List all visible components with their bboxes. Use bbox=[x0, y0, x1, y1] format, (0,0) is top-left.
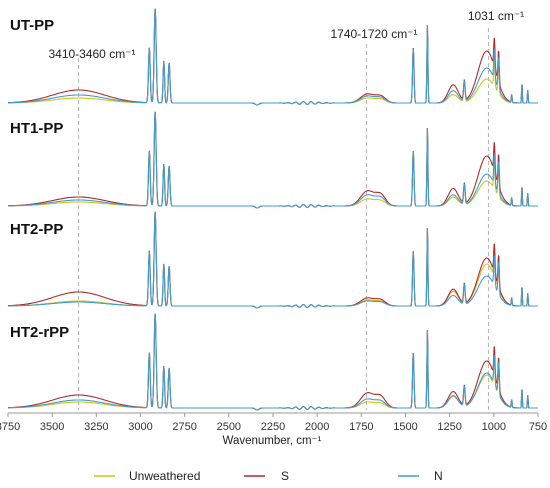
spectrum-ht1-pp-n bbox=[8, 111, 538, 209]
legend-label-unweathered: Unweathered bbox=[129, 469, 200, 483]
annotation-2: 1740-1720 cm⁻¹ bbox=[330, 27, 417, 41]
panel-label-ht2-rpp: HT2-rPP bbox=[10, 324, 69, 341]
x-tick-label-1500: 1500 bbox=[393, 421, 417, 433]
annotation-1: 3410-3460 cm⁻¹ bbox=[48, 47, 135, 61]
x-tick-label-1750: 1750 bbox=[349, 421, 373, 433]
panel-label-ut-pp: UT-PP bbox=[10, 17, 54, 34]
x-tick-label-2000: 2000 bbox=[305, 421, 329, 433]
spectrum-ut-pp-n bbox=[8, 8, 538, 106]
panel-ht1-pp bbox=[8, 111, 538, 209]
x-tick-label-3000: 3000 bbox=[128, 421, 152, 433]
panel-label-ht2-pp: HT2-PP bbox=[10, 221, 63, 238]
spectrum-ht2-rpp-s bbox=[7, 313, 538, 411]
panel-ut-pp bbox=[7, 8, 538, 106]
x-tick-label-3500: 3500 bbox=[40, 421, 64, 433]
panel-ht2-rpp bbox=[7, 313, 538, 411]
panel-label-ht1-pp: HT1-PP bbox=[10, 120, 63, 137]
x-tick-label-2500: 2500 bbox=[217, 421, 241, 433]
spectra bbox=[7, 8, 538, 411]
panel-ht2-pp bbox=[8, 211, 538, 309]
legend: Unweathered S N bbox=[94, 469, 443, 483]
x-tick-label-1250: 1250 bbox=[437, 421, 461, 433]
x-axis: 3750 3500 3250 3000 2750 2500 2250 2000 1750 1500… bbox=[0, 412, 547, 447]
panel-labels: UT-PP HT1-PP HT2-PP HT2-rPP bbox=[10, 17, 69, 341]
spectrum-ht2-rpp-n bbox=[8, 313, 538, 411]
x-axis-title: Wavenumber, cm⁻¹ bbox=[223, 435, 322, 447]
spectrum-ht2-pp-n bbox=[8, 211, 538, 309]
x-tick-label-3750: 3750 bbox=[0, 421, 20, 433]
spectrum-ht1-pp-s bbox=[8, 111, 538, 209]
legend-label-n: N bbox=[434, 469, 443, 483]
reference-guides bbox=[78, 28, 489, 410]
spectrum-ht2-pp-unweathered bbox=[8, 211, 538, 309]
x-tick-label-1000: 1000 bbox=[482, 421, 506, 433]
x-tick-label-2750: 2750 bbox=[172, 421, 196, 433]
x-tick-label-2250: 2250 bbox=[261, 421, 285, 433]
annotation-3: 1031 cm⁻¹ bbox=[468, 9, 524, 23]
legend-label-s: S bbox=[281, 469, 289, 483]
x-tick-label-750: 750 bbox=[529, 421, 547, 433]
spectrum-ht1-pp-unweathered bbox=[8, 111, 538, 209]
annotations: 3410-3460 cm⁻¹ 1740-1720 cm⁻¹ 1031 cm⁻¹ bbox=[48, 9, 524, 61]
x-tick-label-3250: 3250 bbox=[84, 421, 108, 433]
spectrum-ht2-pp-s bbox=[8, 211, 538, 309]
